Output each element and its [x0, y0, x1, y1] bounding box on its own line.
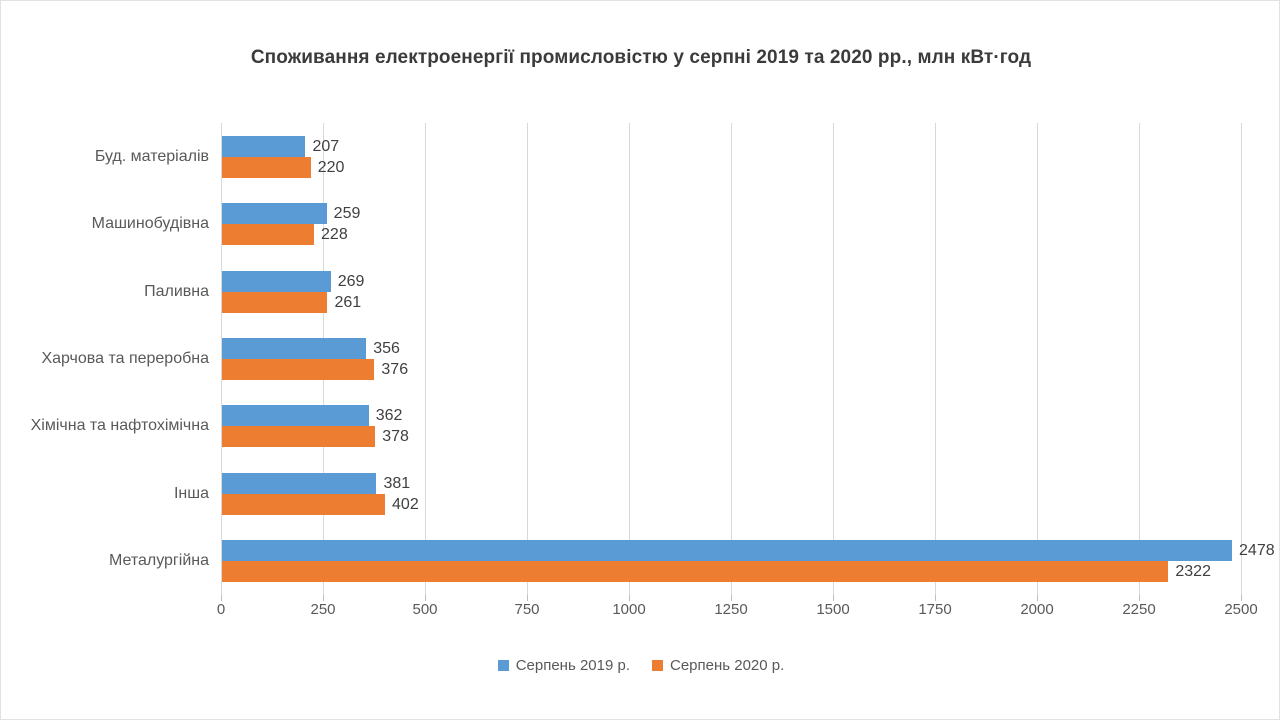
- bar-2020-5: [221, 493, 386, 515]
- gridline: [1241, 123, 1242, 595]
- axis-tick: [527, 595, 528, 601]
- x-tick-label: 2000: [1020, 601, 1054, 618]
- bar-2019-3: [221, 338, 367, 359]
- axis-tick: [425, 595, 426, 601]
- gridline: [731, 123, 732, 595]
- category-label: Хімічна та нафтохімічна: [30, 417, 209, 435]
- axis-tick: [221, 595, 222, 601]
- x-tick-label: 1750: [918, 601, 952, 618]
- gridline: [527, 123, 528, 595]
- legend-swatch-2020-icon: [652, 660, 663, 671]
- category-label: Паливна: [144, 282, 209, 300]
- x-tick-label: 0: [216, 601, 226, 618]
- bar-2020-4: [221, 426, 376, 448]
- bar-2019-5: [221, 472, 377, 494]
- axis-tick: [629, 595, 630, 601]
- data-label: 2478: [1239, 542, 1275, 560]
- x-tick-label: 1500: [816, 601, 850, 618]
- x-tick-label: 250: [310, 601, 336, 618]
- gridline: [935, 123, 936, 595]
- gridline: [629, 123, 630, 595]
- data-label: 269: [337, 272, 365, 290]
- bar-2020-1: [221, 224, 315, 246]
- bar-2019-4: [221, 405, 369, 427]
- data-label: 362: [375, 407, 403, 425]
- gridline: [833, 123, 834, 595]
- axis-tick: [1037, 595, 1038, 601]
- bar-2020-3: [221, 359, 375, 380]
- axis-tick: [731, 595, 732, 601]
- chart-title: Споживання електроенергії промисловістю …: [250, 47, 1032, 68]
- legend-item-2019: Серпень 2019 р.: [497, 657, 630, 674]
- data-label: 376: [381, 361, 409, 378]
- bar-2019-2: [221, 270, 331, 292]
- legend-item-2020: Серпень 2020 р.: [652, 657, 784, 674]
- axis-tick: [935, 595, 936, 601]
- data-label: 2322: [1175, 563, 1211, 581]
- legend-swatch-2019-icon: [497, 660, 509, 671]
- bar-2019-6: [221, 540, 1233, 562]
- data-label: 228: [321, 226, 348, 244]
- data-label: 402: [392, 495, 419, 513]
- data-label: 378: [382, 428, 409, 446]
- legend: Серпень 2019 р. Серпень 2020 р.: [1, 657, 1280, 674]
- plot-area: 207 220 259 228 269 261 356 376 362 378 381 402 2478…: [221, 123, 1275, 601]
- x-tick-label: 1000: [612, 601, 646, 618]
- data-label: 207: [312, 137, 340, 155]
- x-tick-label: 500: [412, 601, 438, 618]
- category-label: Металургійна: [108, 552, 209, 570]
- legend-label-2020: Серпень 2020 р.: [670, 657, 785, 674]
- bar-2020-0: [221, 156, 311, 178]
- gridline: [1139, 123, 1140, 595]
- category-label: Інша: [173, 484, 209, 502]
- x-tick-label: 750: [514, 601, 540, 618]
- axis-tick: [833, 595, 834, 601]
- bar-2020-6: [221, 561, 1169, 583]
- category-label: Харчова та переробна: [41, 350, 209, 367]
- x-tick-label: 2250: [1122, 601, 1156, 618]
- data-label: 356: [373, 340, 400, 357]
- category-axis-line: [221, 123, 222, 595]
- gridline: [425, 123, 426, 595]
- bar-2020-2: [221, 291, 328, 313]
- axis-tick: [323, 595, 324, 601]
- data-label: 261: [334, 293, 362, 311]
- x-tick-label: 1250: [714, 601, 748, 618]
- axis-tick: [1241, 595, 1242, 601]
- bar-2019-1: [221, 203, 327, 225]
- x-tick-label: 2500: [1224, 601, 1258, 618]
- data-label: 381: [383, 474, 411, 492]
- bar-2019-0: [221, 135, 306, 157]
- axis-tick: [1139, 595, 1140, 601]
- legend-label-2019: Серпень 2019 р.: [515, 657, 630, 674]
- category-label: Буд. матеріалів: [94, 147, 209, 165]
- gridline: [1037, 123, 1038, 595]
- data-label: 259: [333, 205, 361, 223]
- data-label: 220: [317, 158, 345, 176]
- category-label: Машинобудівна: [91, 215, 209, 233]
